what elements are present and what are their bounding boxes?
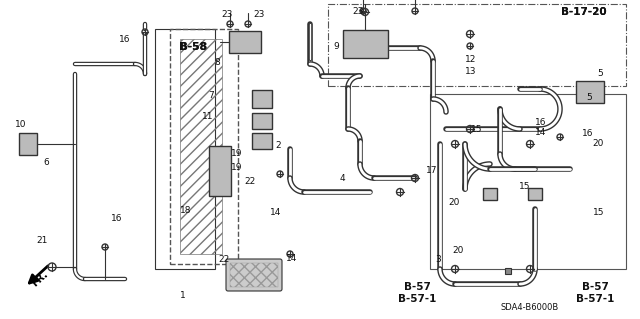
Bar [252, 133, 272, 149]
FancyBboxPatch shape [226, 259, 282, 291]
Text: 10: 10 [15, 120, 27, 129]
Bar [505, 268, 511, 274]
Text: 20: 20 [449, 198, 460, 207]
Bar [430, 94, 626, 269]
Text: 20: 20 [452, 246, 463, 255]
Text: 14: 14 [285, 254, 297, 263]
Text: 5: 5 [586, 93, 591, 102]
Text: 9: 9 [333, 42, 339, 51]
Bar [19, 133, 37, 155]
Text: 15: 15 [471, 125, 483, 134]
Bar [576, 81, 604, 103]
Text: 3: 3 [436, 256, 441, 264]
Text: B-17-20: B-17-20 [561, 7, 607, 17]
Text: 15: 15 [593, 208, 604, 217]
Text: 23: 23 [253, 10, 265, 19]
Text: 5: 5 [597, 70, 603, 78]
Text: B-57-1: B-57-1 [398, 294, 436, 304]
Text: 14: 14 [535, 128, 547, 137]
Text: 21: 21 [36, 236, 47, 245]
Text: 19: 19 [231, 149, 243, 158]
Text: SDA4-B6000B: SDA4-B6000B [501, 302, 559, 311]
Text: 20: 20 [593, 139, 604, 148]
Text: 16: 16 [119, 35, 131, 44]
Bar [483, 188, 497, 200]
Text: B-58: B-58 [179, 42, 207, 52]
Bar [252, 90, 272, 108]
Bar [170, 29, 238, 264]
Bar [252, 113, 272, 129]
Text: FR.: FR. [30, 269, 50, 289]
Bar [180, 39, 222, 254]
Text: 23: 23 [221, 10, 233, 19]
Text: 18: 18 [180, 206, 191, 215]
Text: 17: 17 [426, 166, 438, 175]
Bar [328, 4, 626, 86]
Text: 14: 14 [269, 208, 281, 217]
Bar [528, 188, 542, 200]
Text: 12: 12 [465, 55, 476, 63]
Text: 22: 22 [244, 177, 255, 186]
Text: 7: 7 [209, 91, 214, 100]
Text: 1: 1 [180, 291, 185, 300]
Text: B-57: B-57 [404, 282, 431, 292]
Text: B-58: B-58 [180, 42, 206, 52]
Text: 11: 11 [202, 112, 214, 121]
Bar [155, 29, 215, 269]
Text: 8: 8 [215, 58, 220, 67]
Text: 2: 2 [276, 141, 281, 150]
Text: 13: 13 [465, 67, 476, 76]
Text: 22: 22 [218, 256, 230, 264]
Text: 16: 16 [535, 118, 547, 127]
Bar [209, 146, 231, 196]
Text: 6: 6 [44, 158, 49, 167]
Text: 19: 19 [231, 163, 243, 172]
Text: 16: 16 [582, 130, 593, 138]
Text: 16: 16 [111, 214, 123, 223]
Bar [342, 30, 387, 58]
Bar [230, 263, 278, 287]
Text: 15: 15 [519, 182, 531, 191]
Text: B-57: B-57 [582, 282, 609, 292]
Text: 23: 23 [353, 7, 364, 16]
Text: B-57-1: B-57-1 [576, 294, 614, 304]
Bar [229, 31, 261, 53]
Text: B-17-20: B-17-20 [561, 7, 607, 17]
Text: 4: 4 [340, 174, 345, 183]
